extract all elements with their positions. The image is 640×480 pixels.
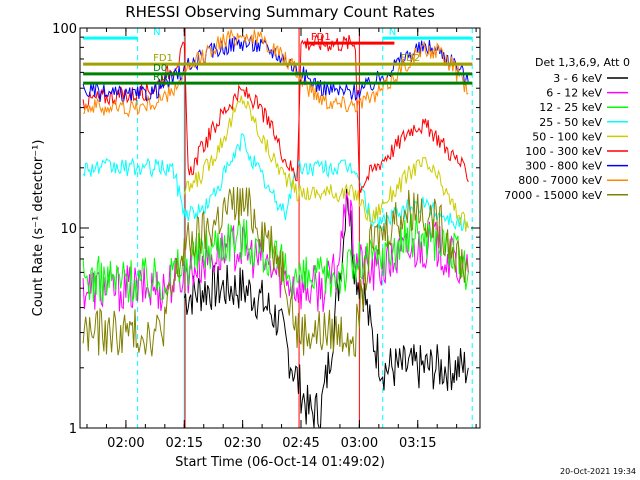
legend-label-3: 25 - 50 keV [539, 116, 602, 129]
flag-label-3: FD1 [153, 53, 173, 64]
legend-label-1: 6 - 12 keV [546, 87, 602, 100]
y-tick-label-0: 1 [69, 422, 77, 437]
series-8 [82, 186, 469, 358]
legend-header: Det 1,3,6,9, Att 0 [535, 56, 630, 69]
footer-timestamp: 20-Oct-2021 19:34 [560, 467, 636, 476]
series-4 [183, 95, 469, 232]
flag-label-2: FD1 [311, 32, 331, 43]
flag-label-0: N [153, 27, 160, 38]
flag-label-1: N [389, 27, 396, 38]
legend-label-8: 7000 - 15000 keV [504, 189, 602, 202]
x-tick-label-4: 03:00 [341, 436, 378, 451]
x-axis-ticks: 02:00 02:15 02:30 02:45 03:00 03:15 [86, 28, 477, 451]
chart-title: RHESSI Observing Summary Count Rates [125, 3, 435, 21]
x-tick-label-3: 02:45 [282, 436, 319, 451]
legend-label-5: 100 - 300 keV [525, 145, 602, 158]
series-layer [82, 29, 469, 429]
x-tick-label-1: 02:15 [166, 436, 203, 451]
series-5 [82, 33, 469, 193]
series-2 [82, 213, 469, 303]
legend-label-2: 12 - 25 keV [539, 101, 602, 114]
flag-label-6: RD [153, 72, 168, 83]
x-tick-label-5: 03:15 [399, 436, 436, 451]
y-tick-label-2: 100 [52, 22, 77, 37]
series-7 [82, 29, 469, 118]
x-axis-label: Start Time (06-Oct-14 01:49:02) [175, 455, 385, 470]
legend-label-6: 300 - 800 keV [525, 160, 602, 173]
flag-label-5: D0 [153, 63, 167, 74]
legend-label-0: 3 - 6 keV [553, 72, 602, 85]
y-axis-label: Count Rate (s⁻¹ detector⁻¹) [31, 140, 46, 317]
x-tick-label-2: 02:30 [224, 436, 261, 451]
y-axis-ticks: 1 10 100 [52, 22, 480, 437]
flag-label-4: FD2 [400, 53, 420, 64]
series-0 [183, 188, 469, 429]
y-tick-label-1: 10 [60, 222, 77, 237]
legend-label-4: 50 - 100 keV [532, 130, 602, 143]
legend-label-7: 800 - 7000 keV [518, 174, 602, 187]
x-tick-label-0: 02:00 [107, 436, 144, 451]
